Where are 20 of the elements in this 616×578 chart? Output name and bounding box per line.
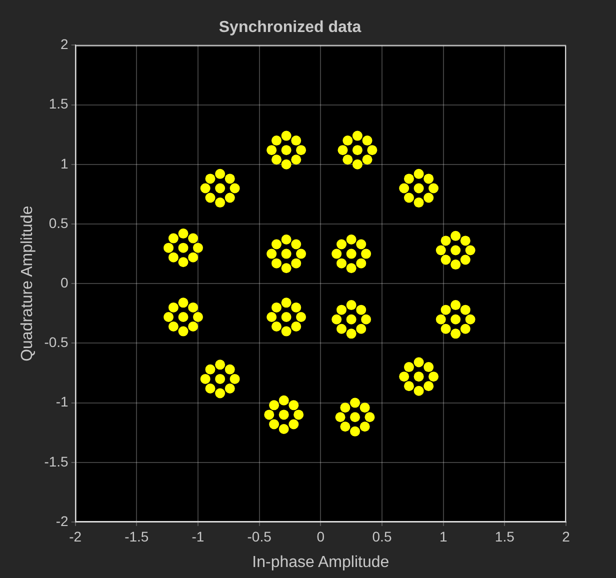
y-tick-label: 0.5 — [48, 214, 69, 231]
x-tick-label: 2 — [562, 528, 570, 544]
y-tick-label: 0 — [60, 274, 69, 290]
chart-title: Synchronized data — [218, 19, 362, 36]
y-tick-label: -1 — [56, 394, 69, 410]
y-tick-label: -2 — [56, 512, 69, 529]
x-tick-label: -0.5 — [247, 528, 272, 544]
y-tick-label: 2 — [60, 36, 69, 52]
x-tick-label: 0 — [316, 528, 325, 544]
x-axis-title: In-phase Amplitude — [252, 554, 390, 571]
y-tick-label: -1.5 — [44, 453, 69, 470]
x-tick-label: 1.5 — [494, 528, 515, 544]
y-tick-label: -0.5 — [44, 334, 69, 350]
x-tick-label: -1.5 — [124, 528, 149, 544]
x-tick-label: 0.5 — [372, 528, 392, 544]
y-tick-label: 1 — [60, 155, 69, 172]
y-axis-title: Quadrature Amplitude — [19, 206, 36, 362]
y-tick-label: 1.5 — [48, 96, 69, 112]
x-tick-label: -1 — [192, 528, 204, 544]
x-tick-label: 1 — [439, 528, 448, 544]
